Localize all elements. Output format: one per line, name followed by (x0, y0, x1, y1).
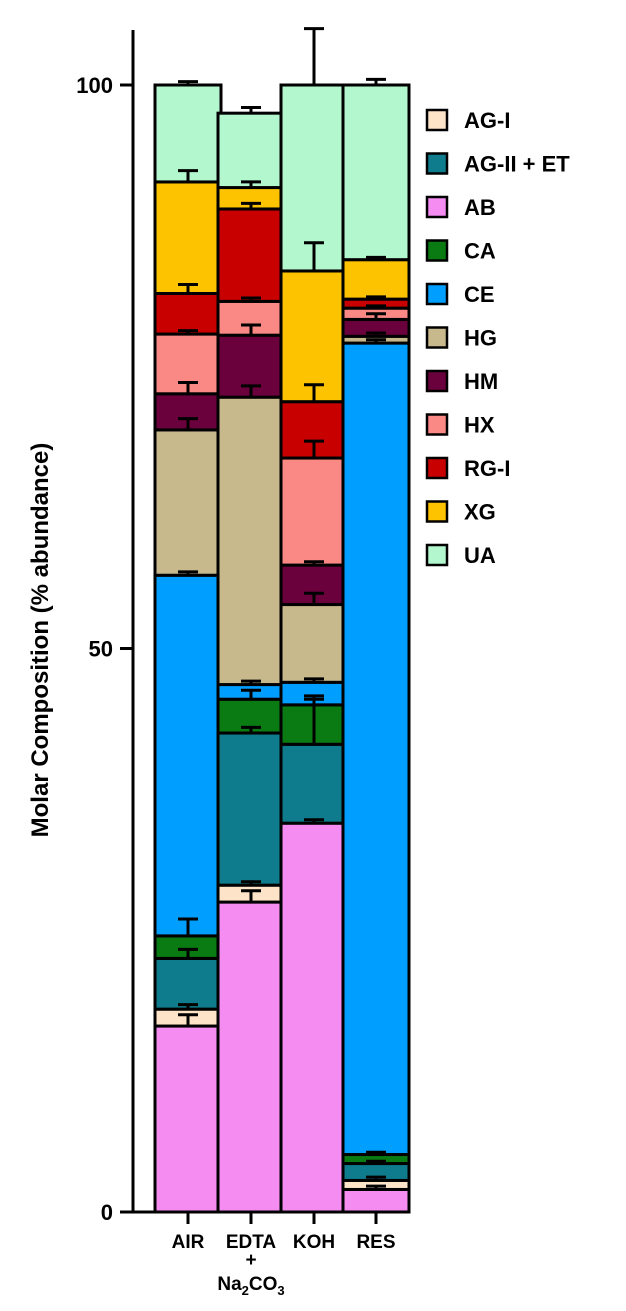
x-tick-formula-na2co3: Na2CO3 (217, 1274, 284, 1298)
y-tick-label: 50 (89, 637, 113, 662)
legend-swatch-ca (425, 239, 449, 262)
bar-segment-xg-air (153, 180, 223, 295)
bar-segment-rg-i-edta (216, 207, 286, 303)
legend-swatch-hg (425, 326, 449, 349)
legend-label-rg-i: RG-I (464, 456, 510, 481)
bar-segment-ab-res (341, 1187, 411, 1214)
x-tick-sublabel: + (245, 1250, 256, 1271)
bars-layer (153, 83, 411, 1214)
legend-swatch-xg (425, 500, 449, 523)
legend-swatch-hm (425, 369, 449, 393)
legend-label-ag-ii-et: AG-II + ET (464, 152, 570, 177)
bar-segment-hx-koh (279, 456, 349, 567)
legend-swatch-ua (425, 543, 449, 567)
legend-label-ca: CA (464, 239, 496, 264)
legend-swatch-hx (425, 413, 449, 436)
legend: AG-I AG-II + ET AB CA CE HG HM HX RG-I XG UA (425, 108, 570, 568)
legend-label-ua: UA (464, 543, 496, 568)
bar-segment-hg-edta (216, 395, 286, 687)
x-tick-label-koh: KOH (293, 1232, 335, 1253)
legend-swatch-ag-ii-et (425, 152, 449, 175)
bar-segment-ag-ii-et-edta (216, 731, 286, 887)
legend-label-hm: HM (464, 369, 498, 394)
y-tick-label: 0 (101, 1200, 113, 1225)
legend-label-ce: CE (464, 282, 495, 307)
legend-label-hg: HG (464, 326, 497, 351)
bar-segment-hg-koh (279, 603, 349, 684)
legend-label-ag-i: AG-I (464, 108, 510, 133)
y-axis-label: Molar Composition (% abundance) (27, 443, 54, 838)
legend-swatch-rg-i (425, 456, 449, 480)
legend-swatch-ab (425, 195, 449, 219)
x-tick-label-air: AIR (172, 1232, 205, 1253)
x-tick-label-res: RES (356, 1232, 395, 1253)
bar-segment-ab-koh (279, 821, 349, 1214)
bar-segment-ab-edta (216, 900, 286, 1214)
legend-label-hx: HX (464, 413, 495, 438)
bar-segment-ag-ii-et-air (153, 956, 223, 1011)
bar-segment-rg-i-air (153, 291, 223, 336)
bar-segment-ce-res (341, 341, 411, 1157)
x-tick-label-edta: EDTA (226, 1232, 277, 1253)
bar-segment-ua-edta (216, 111, 286, 190)
legend-swatch-ce (425, 282, 449, 306)
bar-segment-ag-ii-et-koh (279, 742, 349, 825)
bar-segment-xg-koh (279, 269, 349, 404)
legend-label-ab: AB (464, 195, 496, 220)
bar-segment-xg-res (341, 258, 411, 301)
y-tick-label: 100 (76, 73, 113, 98)
bar-segment-ab-air (153, 1024, 223, 1214)
legend-swatch-ag-i (425, 108, 449, 132)
error-bars-layer (178, 27, 386, 1190)
bar-segment-hg-air (153, 428, 223, 577)
bar-segment-ua-res (341, 83, 411, 262)
axes: 0 50 100 AIR EDTA+ KOH RES Na2CO3 (76, 30, 410, 1298)
bar-segment-ua-air (153, 83, 223, 184)
legend-label-xg: XG (464, 500, 496, 525)
bar-segment-ce-air (153, 573, 223, 938)
